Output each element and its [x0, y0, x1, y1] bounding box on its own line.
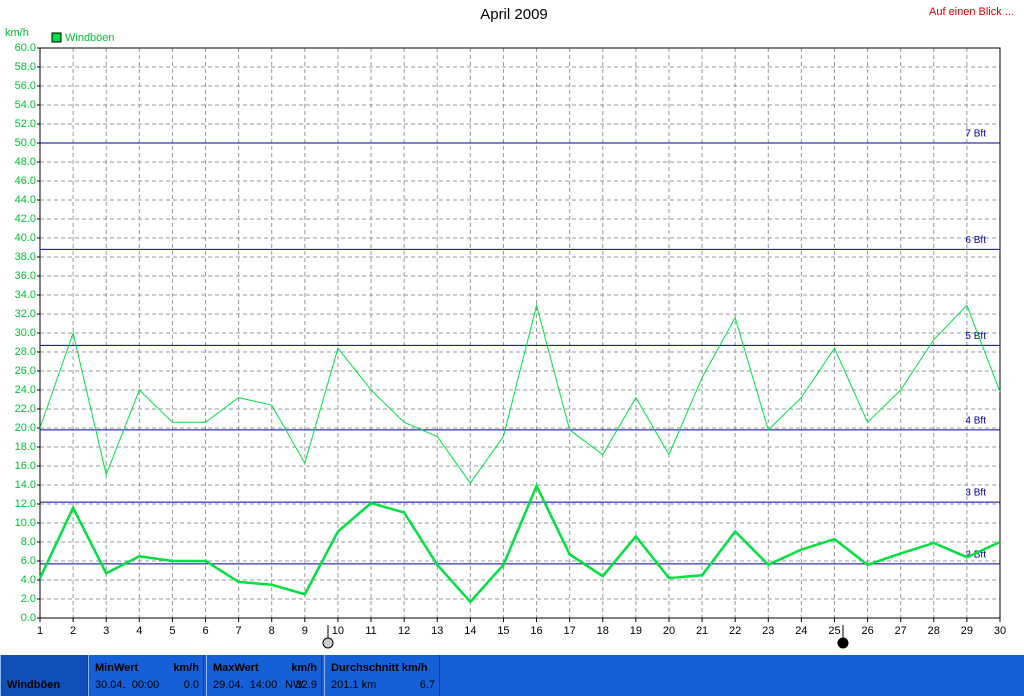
y-tick-label: 12.0: [15, 498, 36, 510]
min-time: 30.04. 00:00: [95, 679, 160, 691]
avg-total: 201.1 km: [331, 679, 377, 691]
y-tick-label: 16.0: [15, 460, 36, 472]
avg-value: 6.7: [419, 679, 435, 691]
x-tick-label: 19: [630, 625, 642, 637]
avg-title: Durchschnitt km/h: [331, 662, 428, 674]
x-tick-label: 28: [928, 625, 940, 637]
max-time: 29.04. 14:00: [213, 679, 278, 691]
x-tick-label: 21: [696, 625, 708, 637]
legend-swatch: [51, 32, 62, 43]
chart-title: April 2009: [480, 6, 548, 23]
y-tick-label: 8.0: [21, 536, 36, 548]
legend-label: Windböen: [65, 32, 115, 44]
reference-label: 3 Bft: [965, 488, 986, 499]
x-tick-label: 17: [564, 625, 576, 637]
x-tick-label: 29: [961, 625, 973, 637]
y-tick-label: 28.0: [15, 346, 36, 358]
y-tick-label: 40.0: [15, 232, 36, 244]
y-tick-label: 48.0: [15, 156, 36, 168]
y-tick-label: 42.0: [15, 213, 36, 225]
x-tick-label: 5: [169, 625, 175, 637]
moon-icon: [837, 637, 849, 649]
x-tick-label: 25: [828, 625, 840, 637]
x-tick-label: 1: [37, 625, 43, 637]
x-tick-label: 8: [269, 625, 275, 637]
x-tick-label: 7: [236, 625, 242, 637]
y-tick-label: 30.0: [15, 327, 36, 339]
y-axis-label: km/h: [5, 27, 29, 39]
y-tick-label: 24.0: [15, 384, 36, 396]
series-line: [39, 303, 1001, 484]
chart: April 2009 Auf einen Blick ... km/h Wind…: [5, 6, 1014, 649]
x-tick-label: 12: [398, 625, 410, 637]
x-tick-label: 30: [994, 625, 1006, 637]
x-tick-label: 11: [365, 625, 376, 637]
y-tick-label: 22.0: [15, 403, 36, 415]
min-title: MinWert: [95, 662, 139, 674]
min-value: 0.0: [183, 679, 199, 691]
y-tick-label: 26.0: [15, 365, 36, 377]
y-tick-label: 18.0: [15, 441, 36, 453]
y-tick-label: 14.0: [15, 479, 36, 491]
summary-name: Windböen: [7, 679, 61, 691]
y-tick-label: 38.0: [15, 251, 36, 263]
y-tick-label: 54.0: [15, 99, 36, 111]
x-tick-label: 27: [895, 625, 907, 637]
reference-label: 5 Bft: [965, 331, 986, 342]
reference-label: 6 Bft: [965, 235, 986, 246]
x-tick-label: 23: [762, 625, 774, 637]
y-tick-label: 32.0: [15, 308, 36, 320]
x-tick-label: 20: [663, 625, 675, 637]
x-tick-label: 15: [497, 625, 509, 637]
x-tick-label: 4: [136, 625, 142, 637]
y-tick-label: 46.0: [15, 175, 36, 187]
series-line: [38, 482, 1001, 604]
y-tick-label: 4.0: [21, 574, 36, 586]
y-tick-label: 44.0: [15, 194, 36, 206]
x-tick-label: 18: [597, 625, 609, 637]
y-tick-label: 52.0: [15, 118, 36, 130]
x-tick-label: 10: [332, 625, 344, 637]
summary-bar: Windböen MinWert km/h 30.04. 00:00 0.0 M…: [0, 655, 1024, 696]
max-title: MaxWert: [213, 662, 259, 674]
y-tick-label: 10.0: [15, 517, 36, 529]
y-tick-label: 34.0: [15, 289, 36, 301]
max-dir: NW: [285, 679, 304, 691]
y-tick-label: 2.0: [21, 593, 36, 605]
max-value: 32.9: [295, 679, 317, 691]
reference-label: 2 Bft: [965, 549, 986, 560]
reference-label: 7 Bft: [965, 129, 986, 140]
plot-border: [39, 47, 1001, 619]
x-tick-label: 2: [70, 625, 76, 637]
y-tick-label: 0.0: [21, 612, 36, 624]
x-tick-label: 26: [861, 625, 873, 637]
y-tick-label: 56.0: [15, 80, 36, 92]
y-tick-label: 6.0: [21, 555, 36, 567]
y-tick-label: 50.0: [15, 137, 36, 149]
x-tick-label: 3: [103, 625, 109, 637]
max-unit: km/h: [291, 662, 317, 674]
x-tick-label: 16: [530, 625, 542, 637]
y-tick-label: 36.0: [15, 270, 36, 282]
x-tick-label: 14: [464, 625, 476, 637]
x-tick-label: 24: [795, 625, 807, 637]
x-tick-label: 22: [729, 625, 741, 637]
moon-icon: [322, 637, 334, 649]
y-tick-label: 58.0: [15, 61, 36, 73]
y-tick-label: 60.0: [15, 42, 36, 54]
reference-label: 4 Bft: [965, 416, 986, 427]
x-tick-label: 13: [431, 625, 443, 637]
min-unit: km/h: [173, 662, 199, 674]
x-tick-label: 9: [302, 625, 308, 637]
y-tick-label: 20.0: [15, 422, 36, 434]
x-tick-label: 6: [202, 625, 208, 637]
overview-link[interactable]: Auf einen Blick ...: [929, 6, 1014, 18]
